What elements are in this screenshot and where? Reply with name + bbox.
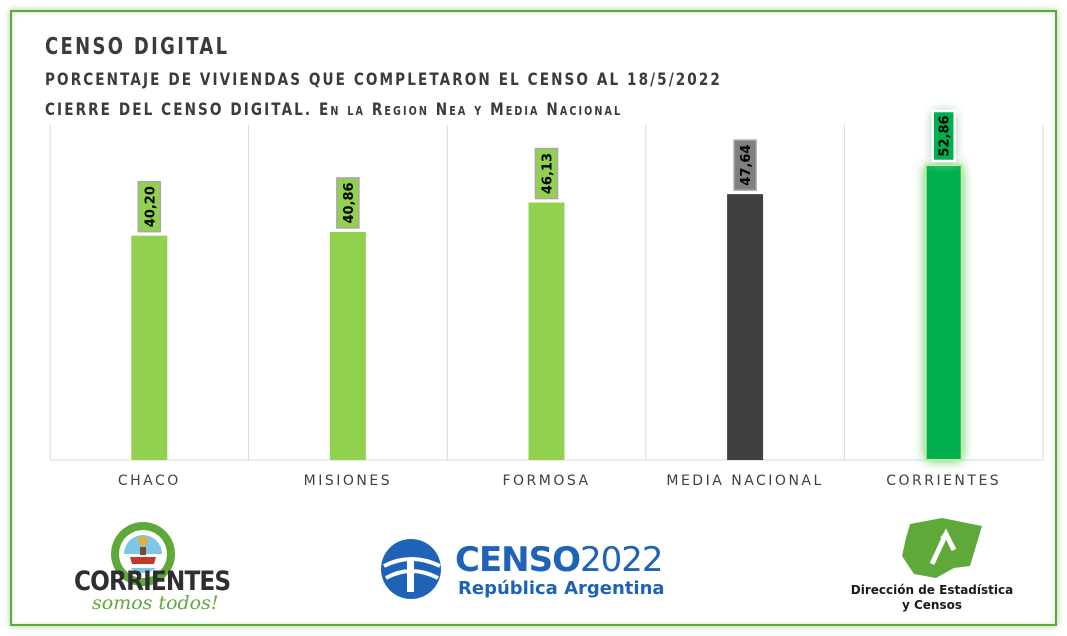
value-label: 47,64 (739, 145, 754, 186)
map-arrow-icon (902, 518, 982, 578)
bar-chaco (131, 235, 168, 460)
provincial-seal-icon (111, 522, 175, 586)
bar-media-nacional (727, 194, 764, 461)
category-label: CORRIENTES (886, 473, 1001, 489)
bar-corrientes (924, 164, 963, 461)
subtitle-main: CIERRE DEL CENSO DIGITAL. (45, 100, 313, 120)
value-labels: 40,20 40,86 46,13 47,64 52,86 (137, 109, 956, 233)
censo-country: República Argentina (458, 578, 665, 599)
direccion-line1: Dirección de Estadística (850, 583, 1014, 597)
corrientes-logo-text: CORRIENTES (74, 566, 231, 597)
category-labels: CHACO MISIONES FORMOSA MEDIA NACIONAL CORRIE… (118, 473, 1001, 489)
direccion-estadistica-text: Dirección de Estadística y Censos (850, 583, 1014, 613)
value-label-box (733, 139, 757, 191)
censo-globe-icon (381, 539, 441, 599)
category-label: FORMOSA (502, 473, 590, 489)
bar-misiones (329, 231, 366, 460)
bars (131, 164, 963, 461)
value-label-box (336, 177, 360, 229)
value-label: 52,86 (938, 115, 953, 156)
value-label: 40,20 (143, 186, 158, 227)
corrientes-tagline: somos todos! (92, 592, 219, 614)
value-label-box (534, 147, 559, 200)
censo-brand: CENSO2022 (455, 540, 664, 580)
censo-year: 2022 (580, 540, 664, 580)
chart-title: CENSO DIGITAL (45, 34, 230, 60)
direccion-line2: y Censos (901, 598, 963, 612)
value-label-box (137, 180, 162, 233)
censo-brand-word: CENSO (455, 540, 581, 580)
value-label: 40,86 (342, 182, 357, 223)
category-label: MEDIA NACIONAL (666, 473, 823, 489)
category-label: MISIONES (304, 473, 392, 489)
chart-subtitle-line1: PORCENTAJE DE VIVIENDAS QUE COMPLETARON … (45, 70, 722, 90)
value-label: 46,13 (541, 153, 556, 194)
value-label-box (931, 109, 956, 163)
category-label: CHACO (118, 473, 181, 489)
bar-formosa (528, 202, 565, 460)
subtitle-detail: En la Region Nea y Media Nacional (319, 100, 623, 120)
chart-subtitle-line2: CIERRE DEL CENSO DIGITAL. En la Region N… (45, 100, 622, 120)
